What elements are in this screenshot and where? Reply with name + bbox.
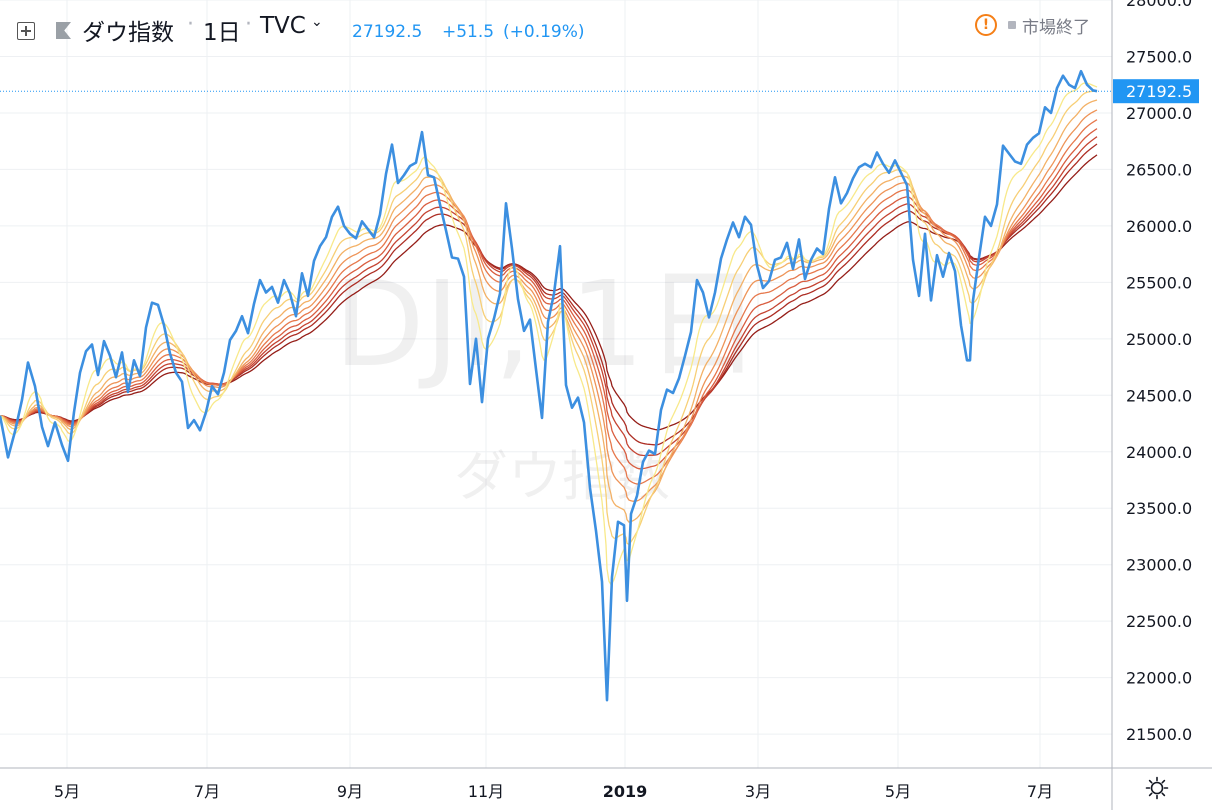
y-tick-label: 24000.0 <box>1126 443 1192 462</box>
current-price-label-bg <box>1113 79 1199 104</box>
separator-dot: · <box>187 12 194 37</box>
legend-header: ダウ指数 · 1日 · TVC ⌄ 27192.5 +51.5 (+0.19%)… <box>0 0 1112 62</box>
exchange-label[interactable]: TVC <box>260 13 306 39</box>
y-tick-label: 26000.0 <box>1126 217 1192 236</box>
y-tick-label: 24500.0 <box>1126 386 1192 405</box>
price-change: +51.5 <box>442 22 495 42</box>
ema-ribbon-line <box>0 82 1098 586</box>
y-tick-label: 28000.0 <box>1126 0 1192 10</box>
ema-ribbon-line <box>0 154 1098 431</box>
y-tick-label: 21500.0 <box>1126 725 1192 744</box>
y-tick-label: 27000.0 <box>1126 104 1192 123</box>
x-tick-label: 9月 <box>337 782 363 801</box>
x-tick-label: 3月 <box>745 782 771 801</box>
price-line <box>0 69 1098 702</box>
y-tick-label: 23000.0 <box>1126 556 1192 575</box>
x-tick-label: 5月 <box>885 782 911 801</box>
x-tick-label: 11月 <box>468 782 504 801</box>
x-tick-label: 5月 <box>54 782 80 801</box>
y-tick-label: 22500.0 <box>1126 612 1192 631</box>
y-tick-label: 23500.0 <box>1126 499 1192 518</box>
y-tick-label: 26500.0 <box>1126 160 1192 179</box>
price-change-percent: (+0.19%) <box>503 22 585 42</box>
alert-icon[interactable]: ! <box>975 14 997 36</box>
settings-gear-icon[interactable] <box>1145 776 1169 800</box>
chevron-down-icon[interactable]: ⌄ <box>311 14 323 30</box>
y-tick-label: 25500.0 <box>1126 273 1192 292</box>
ema-ribbon-line <box>0 143 1098 446</box>
separator-dot: · <box>245 12 252 37</box>
y-tick-label: 25000.0 <box>1126 330 1192 349</box>
x-tick-label: 7月 <box>194 782 220 801</box>
market-status-dot <box>1008 21 1016 29</box>
watermark-description: ダウ指数 <box>454 445 670 508</box>
x-tick-label: 2019 <box>603 782 648 801</box>
x-tick-label: 7月 <box>1027 782 1053 801</box>
y-tick-label: 27500.0 <box>1126 47 1192 66</box>
symbol-name[interactable]: ダウ指数 <box>82 20 174 46</box>
flag-icon[interactable] <box>56 22 71 39</box>
last-price: 27192.5 <box>352 22 423 42</box>
interval-label[interactable]: 1日 <box>203 20 241 46</box>
add-symbol-icon[interactable] <box>17 22 35 40</box>
ema-ribbon-line <box>0 119 1098 485</box>
y-tick-label: 22000.0 <box>1126 669 1192 688</box>
current-price-label: 27192.5 <box>1126 82 1192 101</box>
market-status: 市場終了 <box>1022 18 1090 38</box>
